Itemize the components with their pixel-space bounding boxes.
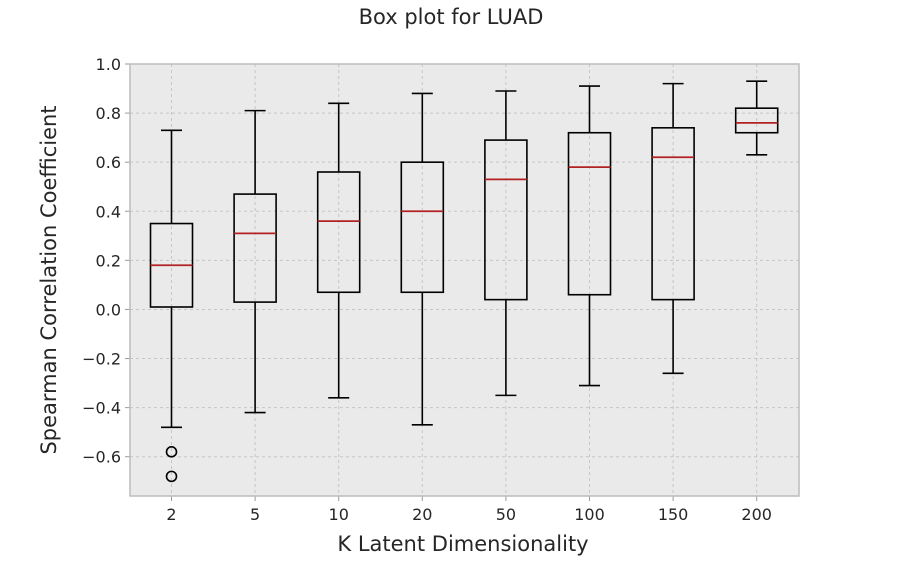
- plot-area: [130, 64, 799, 496]
- y-tick-label: −0.6: [82, 448, 121, 467]
- box-group: [651, 82, 695, 375]
- x-tick-label: 5: [250, 505, 260, 524]
- y-tick-label: −0.4: [82, 399, 121, 418]
- x-tick-label: 10: [329, 505, 349, 524]
- box-iqr: [567, 131, 612, 296]
- y-axis-label: Spearman Correlation Coefficient: [37, 105, 61, 454]
- axis-layer: 1.0 0.8 0.6 0.4 0.2 0.0 −0.2 −0.4 −0.6 2 5 10 20 50 10…: [82, 55, 772, 524]
- box-iqr: [651, 127, 695, 301]
- x-tick-label: 200: [741, 505, 772, 524]
- box-iqr: [316, 171, 361, 294]
- outlier-point: [165, 470, 178, 483]
- box-iqr: [734, 107, 779, 134]
- box-group: [400, 92, 445, 426]
- box-group: [233, 109, 277, 414]
- y-tick-label: 0.6: [96, 153, 121, 172]
- box-group: [316, 102, 361, 399]
- x-tick-label: 150: [658, 505, 689, 524]
- chart-title: Box plot for LUAD: [359, 5, 544, 29]
- box-layer: [149, 80, 779, 483]
- x-tick-label: 20: [412, 505, 432, 524]
- outlier-point: [165, 446, 178, 458]
- box-group: [734, 80, 779, 156]
- plot-frame: [129, 63, 800, 497]
- box-group: [567, 85, 612, 387]
- x-axis-label: K Latent Dimensionality: [337, 532, 588, 556]
- box-iqr: [400, 161, 445, 294]
- y-tick-label: −0.2: [82, 350, 121, 369]
- y-tick-label: 0.0: [96, 300, 121, 319]
- y-tick-label: 0.2: [96, 251, 121, 270]
- y-tick-label: 0.4: [96, 202, 121, 221]
- box-group: [484, 90, 528, 397]
- x-tick-label: 50: [496, 505, 516, 524]
- box-iqr: [233, 193, 277, 303]
- box-iqr: [484, 139, 528, 301]
- y-tick-label: 0.8: [96, 104, 121, 123]
- x-tick-label: 2: [166, 505, 176, 524]
- x-tick-label: 100: [574, 505, 605, 524]
- box-group: [149, 129, 194, 483]
- y-tick-label: 1.0: [96, 55, 121, 74]
